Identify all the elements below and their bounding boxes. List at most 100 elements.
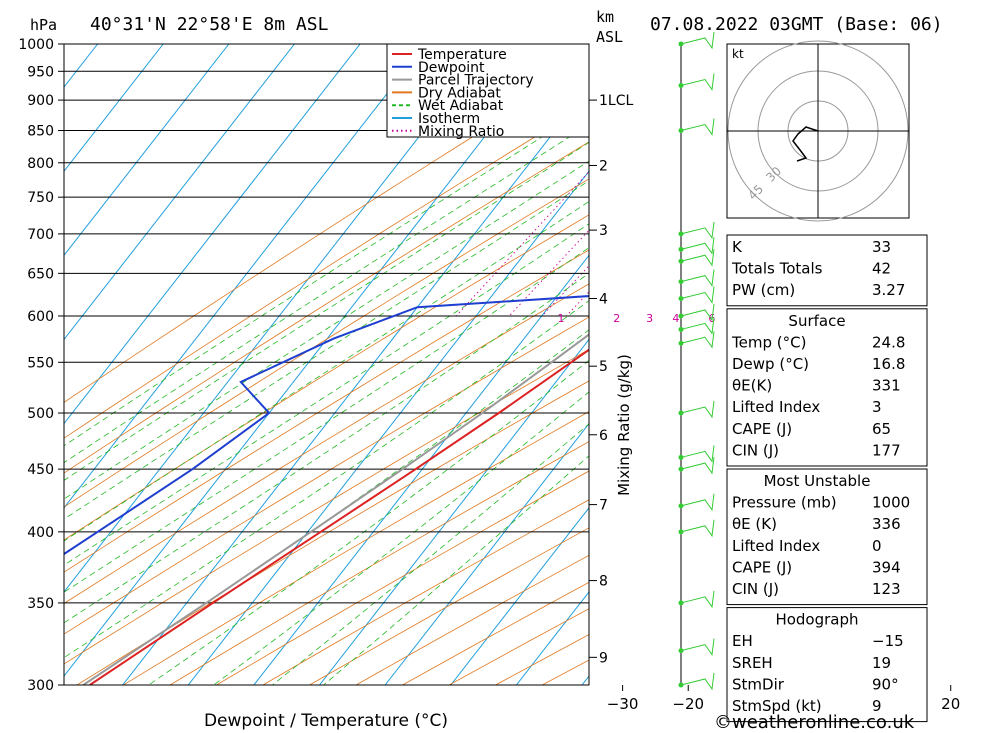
unit-km-label: km — [596, 8, 614, 26]
stats-tables: K 33 Totals Totals 42 PW (cm) 3.27 Surface Temp… — [726, 234, 928, 723]
profiles — [64, 295, 589, 685]
hodograph-table-row-value: 19 — [872, 654, 891, 672]
dry-adiabat-line — [262, 499, 589, 685]
dry-adiabat-line — [76, 380, 589, 685]
surface-row-label: Temp (°C) — [731, 333, 806, 351]
pressure-tick-label: 350 — [27, 596, 54, 612]
x-axis-label: Dewpoint / Temperature (°C) — [204, 711, 448, 731]
wet-adiabat-line — [64, 180, 589, 520]
surface-row-value: 177 — [872, 441, 901, 459]
dry-adiabat-line — [64, 283, 589, 604]
surface-row-label: θE(K) — [732, 377, 772, 395]
legend-label: Wet Adiabat — [418, 98, 504, 114]
height-tick-label: 5 — [599, 359, 608, 375]
most-unstable-row-value: 1000 — [872, 494, 910, 512]
wind-barb — [680, 590, 715, 609]
hodograph-table-row-value: 9 — [872, 697, 882, 715]
indices-box — [726, 234, 928, 307]
pressure-tick-label: 300 — [27, 678, 54, 694]
most-unstable-row-label: CAPE (J) — [732, 558, 792, 576]
pressure-tick-label: 750 — [27, 190, 54, 206]
surface-row-value: 65 — [872, 420, 891, 438]
mixing-ratio-label: 1 — [557, 312, 564, 325]
height-axis: 9 8 7 6 5 4 3 2 1LCL — [589, 93, 633, 666]
wind-barb — [680, 286, 715, 304]
wind-barb — [680, 672, 715, 691]
dry-adiabat-line — [64, 348, 589, 665]
pressure-tick-label: 800 — [27, 156, 54, 172]
temperature-tick-label: −30 — [607, 695, 639, 713]
surface-row-label: Lifted Index — [732, 398, 820, 416]
isotherm-line — [64, 44, 361, 425]
pressure-tick-label: 400 — [27, 525, 54, 541]
surface-row-value: 331 — [872, 377, 901, 395]
most-unstable-row-label: Lifted Index — [732, 537, 820, 555]
hodograph-table-row-label: EH — [732, 632, 753, 650]
wind-barb — [680, 400, 715, 419]
isotherm-line — [64, 44, 164, 173]
wind-barb — [680, 118, 715, 136]
surface-row-label: CIN (J) — [732, 441, 779, 459]
credit-text: ©weatheronline.co.uk — [714, 712, 915, 733]
indices-row-value: 42 — [872, 260, 891, 278]
mixing-ratio-label: 4 — [672, 312, 679, 325]
wind-barb — [680, 457, 715, 475]
temperature-line — [89, 348, 589, 685]
most-unstable-row-value: 123 — [872, 580, 901, 598]
height-tick-label: 3 — [599, 223, 608, 239]
pressure-tick-label: 600 — [27, 309, 54, 325]
wet-adiabat-line — [64, 160, 589, 500]
pressure-tick-label: 450 — [27, 462, 54, 478]
most-unstable-row-value: 394 — [872, 558, 901, 576]
dry-adiabat-line — [64, 178, 589, 508]
surface-row-label: Dewp (°C) — [732, 355, 809, 373]
height-tick-label: 1LCL — [599, 93, 633, 109]
hodograph-table-row-value: 90° — [872, 675, 899, 693]
isotherm-line — [122, 86, 589, 685]
most-unstable-box — [726, 468, 928, 606]
surface-row-value: 3 — [872, 398, 882, 416]
dry-adiabat-line — [64, 316, 589, 635]
height-tick-label: 7 — [599, 498, 608, 514]
wind-barb — [680, 638, 715, 656]
wind-barb — [680, 73, 715, 91]
hodograph-trace — [792, 126, 819, 162]
indices-row-value: 33 — [872, 238, 891, 256]
datetime-title: 07.08.2022 03GMT (Base: 06) — [650, 14, 943, 35]
most-unstable-row-label: Pressure (mb) — [732, 494, 837, 512]
unit-hpa-label: hPa — [30, 16, 57, 34]
isotherm-line — [253, 254, 589, 685]
wind-barb — [680, 31, 715, 50]
hodograph-table-row-label: StmDir — [732, 675, 785, 693]
pressure-tick-label: 950 — [27, 64, 54, 80]
legend-label: Parcel Trajectory — [418, 73, 534, 89]
temperature-tick-label: 20 — [941, 695, 960, 713]
wind-barb — [680, 445, 715, 463]
wet-adiabat-line — [64, 106, 589, 447]
legend-label: Temperature — [417, 47, 507, 63]
height-tick-label: 4 — [599, 292, 608, 308]
mixing-ratio-axis-label: Mixing Ratio (g/kg) — [615, 354, 633, 496]
height-tick-label: 9 — [599, 650, 608, 666]
dry-adiabat-line — [169, 441, 589, 685]
hodograph-table-row-label: SREH — [732, 654, 773, 672]
wind-barb — [680, 493, 715, 512]
isotherm-line — [384, 422, 589, 685]
plot-frame — [63, 43, 590, 686]
wind-barb — [680, 519, 715, 538]
height-tick-label: 2 — [599, 158, 608, 174]
hodograph-table-title: Hodograph — [775, 611, 858, 629]
hodograph-table-row-value: −15 — [872, 632, 904, 650]
height-tick-label: 8 — [599, 574, 608, 590]
pressure-axis: 300 350 400 450 500 550 600 650 700 750 800 850 900 9… — [18, 37, 64, 694]
hodograph-unit: kt — [732, 47, 744, 61]
dry-adiabat-line — [64, 141, 589, 474]
pressure-tick-label: 700 — [27, 227, 54, 243]
wet-adiabat-line — [323, 455, 589, 685]
pressure-tick-label: 550 — [27, 355, 54, 371]
legend-label: Mixing Ratio — [418, 124, 504, 140]
surface-title: Surface — [788, 312, 845, 330]
